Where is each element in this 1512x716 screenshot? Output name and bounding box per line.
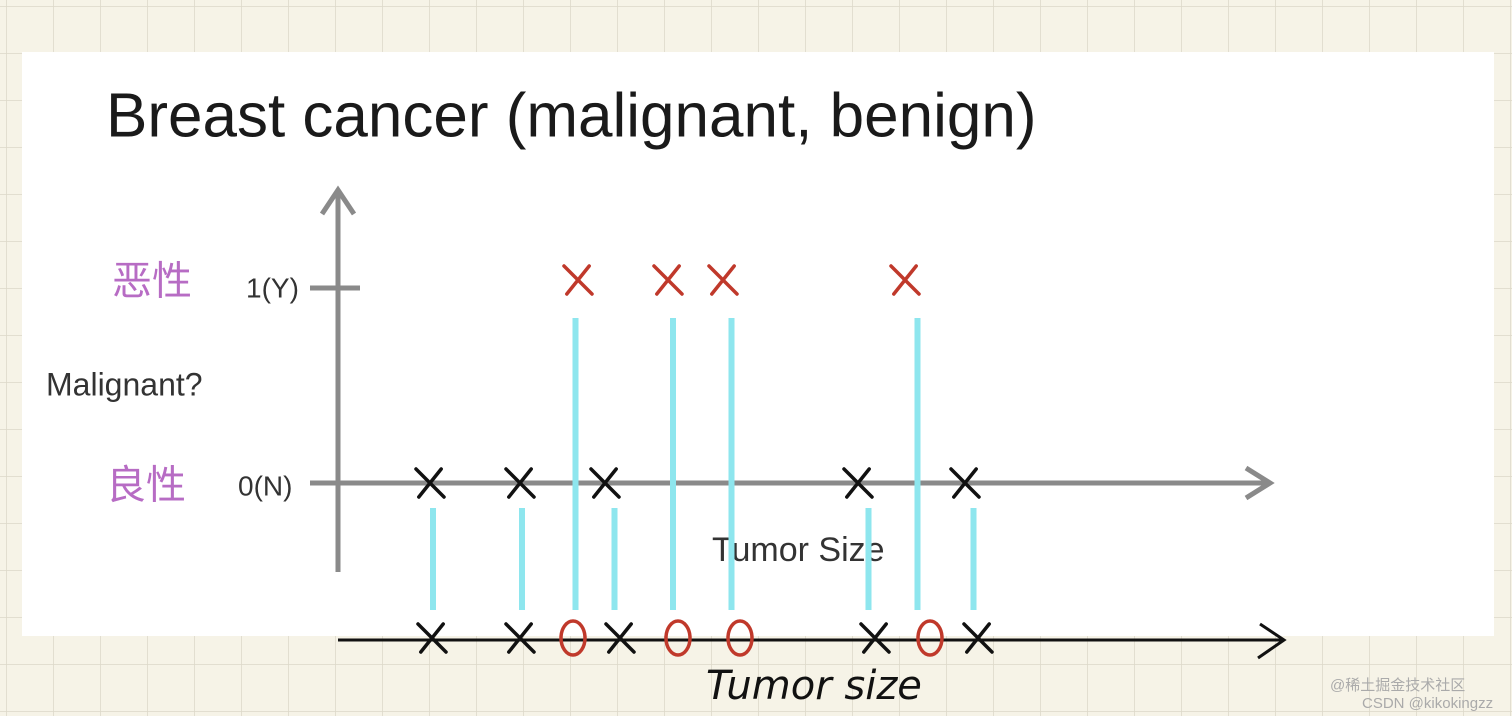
- handwritten-label: Tumor size: [706, 663, 922, 709]
- title: Breast cancer (malignant, benign): [106, 81, 1036, 150]
- cross-mark: [504, 467, 536, 499]
- x-axis-label: Tumor Size: [712, 531, 885, 569]
- circle-mark: [916, 619, 944, 657]
- watermark-2: CSDN @kikokingzz: [1362, 695, 1493, 712]
- cross-mark: [962, 622, 994, 654]
- cross-mark: [589, 467, 621, 499]
- circle-mark: [559, 619, 587, 657]
- cross-mark: [604, 622, 636, 654]
- watermark-1: @稀土掘金技术社区: [1330, 677, 1465, 694]
- y-tick-one: 1(Y): [246, 272, 299, 303]
- cross-mark: [949, 467, 981, 499]
- benign-cn: 良性: [106, 464, 186, 508]
- cross-mark: [652, 264, 684, 296]
- annotations: [414, 264, 994, 657]
- cross-mark: [889, 264, 921, 296]
- cross-mark: [562, 264, 594, 296]
- cross-mark: [859, 622, 891, 654]
- hand-axis: [338, 622, 1287, 660]
- y-tick-zero: 0(N): [238, 470, 292, 501]
- circle-mark: [726, 619, 754, 657]
- axes: [310, 185, 1275, 572]
- circle-mark: [664, 619, 692, 657]
- cross-mark: [504, 622, 536, 654]
- cross-mark: [842, 467, 874, 499]
- cross-mark: [707, 264, 739, 296]
- malignant-cn: 恶性: [112, 260, 192, 304]
- slide: [22, 52, 1494, 636]
- cross-mark: [414, 467, 446, 499]
- cross-mark: [416, 622, 448, 654]
- y-axis-question: Malignant?: [46, 366, 203, 402]
